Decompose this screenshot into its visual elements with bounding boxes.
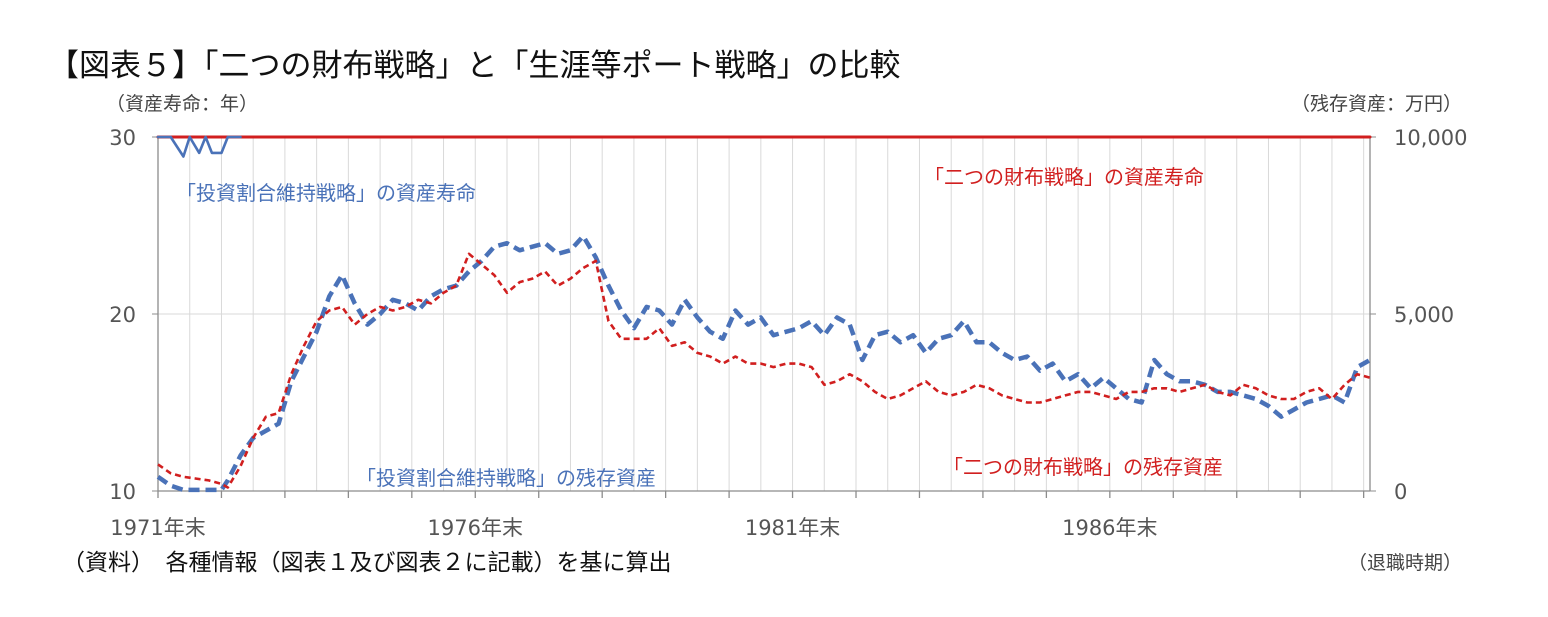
left-axis-unit: （資産寿命：年） <box>106 93 259 115</box>
axes <box>152 136 1376 498</box>
right-tick-label: 10,000 <box>1394 126 1467 150</box>
x-tick-label: 1981年末 <box>745 516 840 540</box>
x-tick-label: 1976年末 <box>428 516 523 540</box>
right-tick-label: 0 <box>1394 480 1407 504</box>
right-axis-unit: （残存資産：万円） <box>1290 93 1462 115</box>
tick-labels: 10 20 30 0 5,000 10,000 1971年末 1976年末 1981年末 1986… <box>109 126 1467 540</box>
annotation-red-assets: 「二つの財布戦略」の残存資産 <box>943 455 1223 479</box>
annotation-blue-life: 「投資割合維持戦略」の資産寿命 <box>176 181 476 205</box>
series-line-4 <box>157 252 1371 489</box>
series-line-2 <box>156 135 242 158</box>
series-line-3 <box>156 233 1372 493</box>
x-tick-label: 1971年末 <box>110 516 205 540</box>
annotation-blue-assets: 「投資割合維持戦略」の残存資産 <box>356 466 656 490</box>
left-tick-label: 30 <box>109 126 136 150</box>
source-note: （資料） 各種情報（図表１及び図表２に記載）を基に算出 <box>62 550 672 576</box>
x-axis-unit: （退職時期） <box>1347 552 1462 574</box>
x-tick-label: 1986年末 <box>1062 516 1157 540</box>
left-tick-label: 10 <box>109 480 136 504</box>
right-tick-label: 5,000 <box>1394 303 1454 327</box>
chart-title: 【図表５】「二つの財布戦略」と「生涯等ポート戦略」の比較 <box>48 48 901 84</box>
series-lines <box>156 135 1372 493</box>
annotation-red-life: 「二つの財布戦略」の資産寿命 <box>924 165 1204 189</box>
left-tick-label: 20 <box>109 303 136 327</box>
